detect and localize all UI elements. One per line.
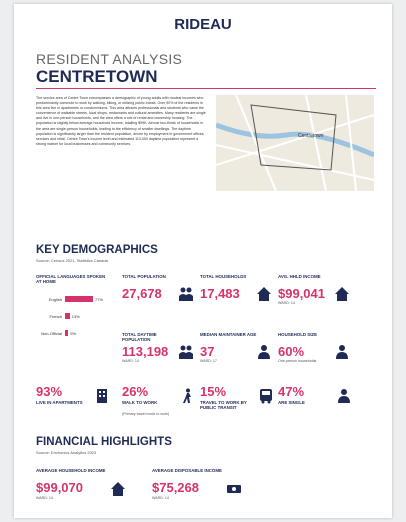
stat-label: MEDIAN MAINTAINER AGE xyxy=(200,332,257,337)
stat-label: TOTAL POPULATION xyxy=(122,274,166,279)
map-label: Centretown xyxy=(298,133,324,139)
source: Source: Environics Analytics 2023 xyxy=(36,450,97,455)
stat-value: 60% xyxy=(278,344,305,359)
icon xyxy=(257,287,271,301)
section-title: KEY DEMOGRAPHICS xyxy=(36,244,158,256)
lang-bar xyxy=(65,330,69,336)
icon xyxy=(183,388,191,403)
lang-bar xyxy=(65,313,70,319)
stat-value: 37 xyxy=(200,344,215,359)
fin-label: AVERAGE HOUSEHOLD INCOME xyxy=(36,468,106,473)
stat-note: One-person households xyxy=(278,359,317,363)
icon xyxy=(227,485,241,493)
bottom-value: 15% xyxy=(200,384,227,399)
map: Centretown xyxy=(216,95,374,191)
lang-chart: English 77% French 13% Non-Official 9% xyxy=(36,296,116,346)
section-title: FINANCIAL HIGHLIGHTS xyxy=(36,436,172,448)
intro: The service area of Centre Town encompas… xyxy=(36,96,206,146)
lang-category: French xyxy=(49,314,62,319)
source: Source: Census 2021, Statistics Canada xyxy=(36,258,108,263)
icon xyxy=(336,345,348,359)
fin-label: AVERAGE DISPOSABLE INCOME xyxy=(152,468,222,473)
stat-value: 113,198 xyxy=(122,344,169,359)
lang-value: 77% xyxy=(95,297,104,302)
stat-note: WARD: 14 xyxy=(122,359,139,363)
fin-value: $75,268 xyxy=(152,480,199,495)
fin-value: $99,070 xyxy=(36,480,83,495)
bottom-value: 93% xyxy=(36,384,63,399)
bottom-label: ARE SINGLE xyxy=(278,400,305,405)
icon xyxy=(338,389,350,403)
bottom-label: TRAVEL TO WORK BY PUBLIC TRANSIT xyxy=(200,400,247,410)
lang-category: Non-Official xyxy=(41,331,62,336)
bottom-value: 47% xyxy=(278,384,305,399)
title: RESIDENT ANALYSIS xyxy=(36,51,183,67)
subtitle: CENTRETOWN xyxy=(36,67,158,86)
stat-note: WARD: 14 xyxy=(278,301,295,305)
brand: RIDEAU xyxy=(174,16,232,33)
stat-label: TOTAL HOUSEHOLDS xyxy=(200,274,247,279)
icon xyxy=(258,345,270,359)
lang-category: English xyxy=(48,297,62,302)
stat-value: 27,678 xyxy=(122,286,162,301)
icon xyxy=(179,287,193,301)
stat-label: HOUSEHOLD SIZE xyxy=(278,332,318,337)
icon xyxy=(111,482,125,496)
stat-label: AVG. HHLD INCOME xyxy=(278,274,321,279)
stat-note: WARD: 17 xyxy=(200,359,217,363)
bottom-value: 26% xyxy=(122,384,149,399)
lang-value: 13% xyxy=(71,314,80,319)
lang-bar xyxy=(65,296,93,302)
fin-note: WARD: 14 xyxy=(36,496,53,500)
stat-value: $99,041 xyxy=(278,286,325,301)
bottom-label: WALK TO WORK xyxy=(122,400,158,405)
icon xyxy=(179,345,193,359)
lang-label: OFFICIAL LANGUAGES SPOKEN AT HOME xyxy=(36,274,106,284)
icon xyxy=(260,389,272,404)
lang-value: 9% xyxy=(70,331,77,336)
bottom-label: LIVE IN APARTMENTS xyxy=(36,400,83,405)
stat-value: 17,483 xyxy=(200,286,240,301)
stat-label: TOTAL DAYTIME POPULATION xyxy=(122,332,157,342)
icon xyxy=(97,389,107,403)
divider xyxy=(36,88,376,89)
page: RIDEAU RESIDENT ANALYSIS CENTRETOWN The … xyxy=(14,4,392,518)
fin-note: WARD: 14 xyxy=(152,496,169,500)
icon xyxy=(335,287,349,301)
bottom-note: (Primary travel mode to work) xyxy=(122,412,170,416)
